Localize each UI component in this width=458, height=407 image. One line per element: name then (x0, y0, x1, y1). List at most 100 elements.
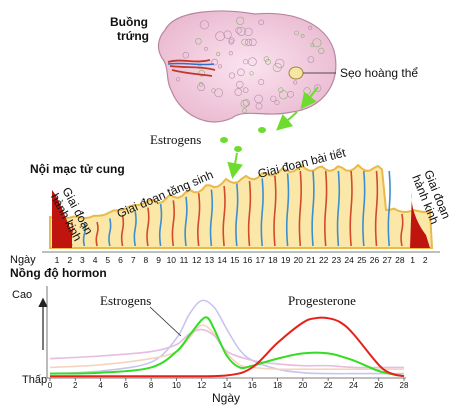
ovary-follicle (197, 83, 206, 92)
corpus-luteum-label: Sẹo hoàng thể (340, 66, 418, 80)
day-tick-label: 14 (217, 255, 227, 265)
ovary-follicle (211, 58, 218, 66)
ovary-follicle (270, 95, 277, 102)
ovary-follicle (176, 77, 181, 82)
ovary-follicle (215, 31, 225, 42)
day-tick-label: 1 (55, 255, 60, 265)
ovary-follicle (248, 57, 257, 67)
ovary-follicle (198, 82, 204, 87)
endometrium-vein (158, 203, 163, 247)
x-tick-label: 6 (124, 381, 129, 390)
endometrium-artery (324, 170, 328, 247)
y-label-low: Thấp (22, 374, 47, 386)
x-tick-label: 14 (223, 381, 232, 390)
ovary-follicle (216, 52, 221, 57)
endometrium-strip (49, 163, 434, 249)
endometrium-vein (362, 170, 366, 247)
day-tick-label: 2 (67, 255, 72, 265)
ovary-follicle (234, 88, 243, 96)
endometrium-artery (349, 170, 353, 247)
endometrium-artery (222, 185, 226, 247)
ovary-follicle (255, 102, 263, 110)
day-ticks: 1 2 3 4 5 6 7 8 9 10 11 12 13 14 15 16 17 18 19 20 21 22 23 24 2… (55, 255, 428, 265)
series-line-progesterone (49, 316, 405, 378)
day-tick-label: 25 (357, 255, 367, 265)
ovary-follicle (242, 87, 249, 93)
ovary-label: Buồng (110, 15, 148, 29)
ovary-follicle (249, 38, 257, 47)
ovary-blue-vessel (167, 62, 215, 66)
ovary-body (157, 10, 337, 123)
day-tick-label: 17 (255, 255, 265, 265)
ovary-follicle (293, 80, 298, 85)
day-tick-label: 12 (192, 255, 202, 265)
ovary-follicle (300, 34, 305, 38)
day-tick-label: 26 (370, 255, 380, 265)
x-tick-label: 0 (48, 381, 53, 390)
ovary-blood-vessels (167, 59, 216, 77)
x-tick-label: 26 (374, 381, 383, 390)
ovary-tissue-texture (176, 16, 325, 114)
endometrium-artery (146, 207, 150, 247)
ovary-follicle (237, 68, 245, 77)
ovary-follicle (242, 108, 247, 114)
endometrium-vein (82, 221, 87, 247)
day-tick-label: 23 (332, 255, 342, 265)
ovary-follicle (249, 71, 254, 76)
x-tick-label: 10 (172, 381, 181, 390)
chart-title: Nồng độ hormon (10, 266, 107, 280)
series-line-estrogens (49, 316, 405, 378)
ovary-follicle (236, 16, 245, 25)
day-tick-label: 18 (268, 255, 278, 265)
day-tick-label: 9 (156, 255, 161, 265)
x-tick-label: 18 (273, 381, 282, 390)
estrogens-label: Estrogens (150, 132, 201, 147)
day-tick-label: 20 (294, 255, 304, 265)
ovary-follicle (310, 43, 315, 48)
ovary-follicle (258, 79, 265, 86)
ovary-follicle (217, 64, 222, 69)
ovary-label-line2: trứng (117, 29, 149, 43)
day-tick-label: 2 (423, 255, 428, 265)
ovary-follicle (241, 38, 249, 46)
endometrium-vein (311, 170, 315, 247)
ovary-follicle (211, 88, 216, 93)
estrogen-arrow-icon (227, 152, 244, 179)
ovary-follicle (228, 51, 233, 56)
day-tick-label: 3 (80, 255, 85, 265)
ovary (157, 10, 337, 123)
day-tick-label: 8 (144, 255, 149, 265)
day-tick-label: 22 (319, 255, 329, 265)
day-tick-label: 16 (243, 255, 253, 265)
y-label-high: Cao (12, 289, 32, 301)
ovary-follicle (294, 30, 299, 36)
ovary-follicle (274, 100, 280, 106)
ovary-follicle (198, 69, 205, 77)
endometrium-vein (209, 189, 214, 247)
ovary-follicle (228, 39, 235, 45)
day-tick-label: 27 (382, 255, 392, 265)
day-tick-label: 24 (344, 255, 354, 265)
endometrium-artery (95, 221, 99, 247)
ovary-follicle (245, 38, 253, 47)
progesterone-arrow-icon (300, 86, 319, 110)
endometrium-artery (374, 170, 379, 247)
hormone-release (220, 86, 319, 179)
endometrium-vein (285, 173, 290, 247)
ovary-follicle (278, 87, 284, 93)
endometrium-vein (260, 178, 264, 247)
ovary-follicle (313, 84, 322, 92)
ovary-follicle (243, 59, 249, 65)
series-line-background-4 (49, 328, 404, 369)
x-axis-label: Ngày (212, 391, 240, 405)
menstrual-bleeding-right (410, 192, 430, 248)
corpus-luteum-icon (288, 66, 304, 80)
day-tick-label: 21 (306, 255, 316, 265)
ovary-follicle (182, 51, 190, 59)
endometrium-artery (400, 213, 404, 247)
day-tick-label: 4 (93, 255, 98, 265)
ovary-follicle (199, 20, 209, 30)
endometrium-artery (120, 214, 125, 247)
ovary-follicle (287, 91, 294, 98)
